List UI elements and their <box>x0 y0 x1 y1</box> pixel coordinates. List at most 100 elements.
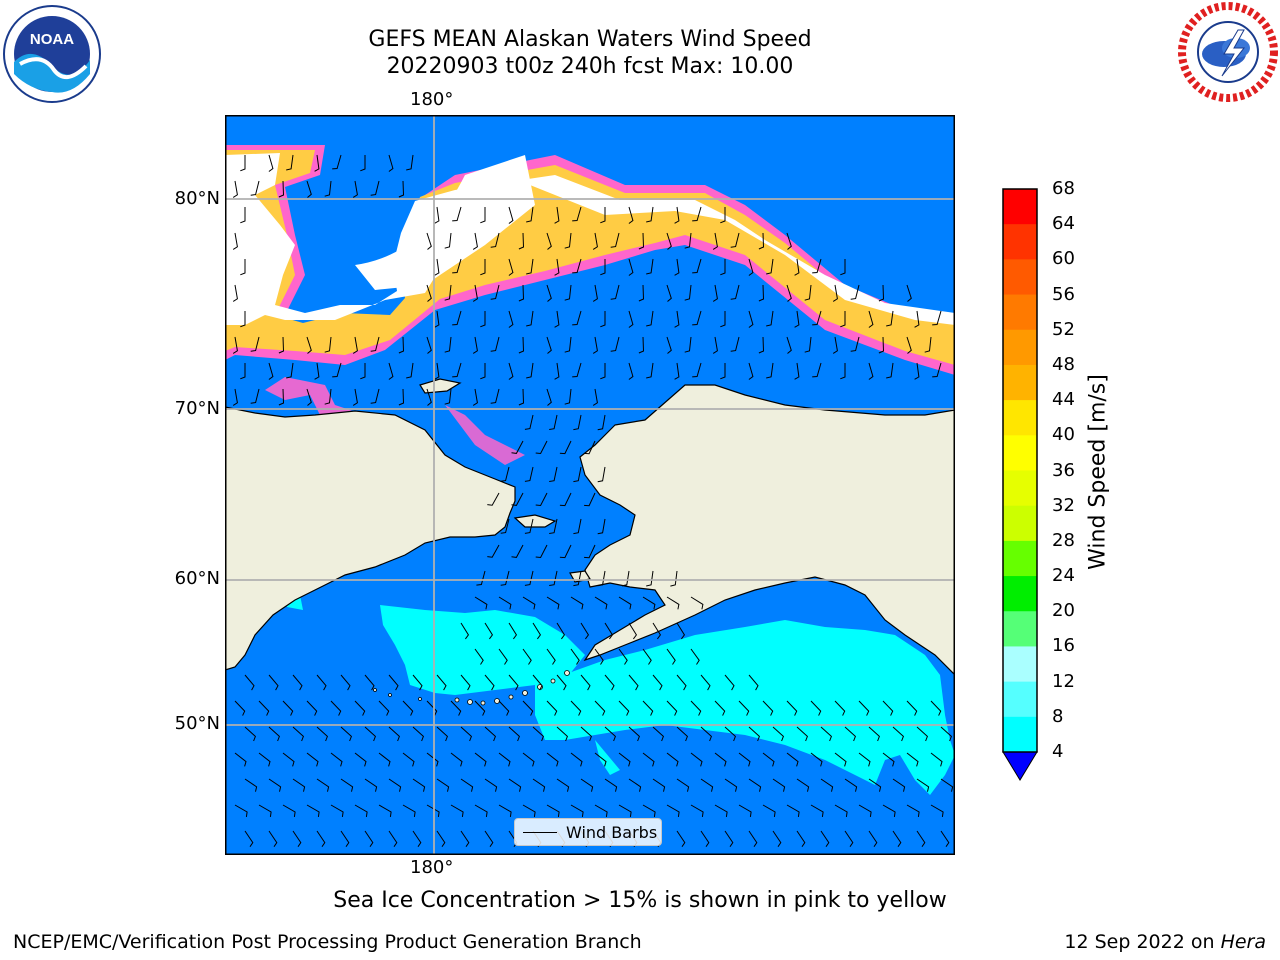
wind-barb <box>916 778 930 792</box>
wind-barb <box>597 518 606 535</box>
wind-barb <box>484 622 494 640</box>
wind-barb <box>638 232 645 250</box>
wind-barb <box>436 726 448 742</box>
wind-barb <box>674 258 680 276</box>
wind-barb <box>666 336 672 354</box>
colorbar-segment <box>1003 259 1037 296</box>
wind-barb <box>674 310 680 328</box>
legend-label: Wind Barbs <box>566 823 658 842</box>
wind-barb <box>810 700 822 716</box>
wind-barb <box>452 206 462 222</box>
wind-barb <box>306 804 320 817</box>
wind-barb <box>820 778 834 792</box>
wind-barb <box>556 622 566 640</box>
wind-barb <box>564 336 572 353</box>
wind-barb <box>556 726 568 742</box>
lon-label-top: 180° <box>410 89 454 110</box>
wind-barb <box>748 310 754 328</box>
wind-barb <box>882 804 896 817</box>
wind-barb <box>452 258 462 274</box>
wind-barb <box>628 726 640 742</box>
wind-barb <box>240 155 246 172</box>
wind-barb <box>906 700 918 716</box>
colorbar-tick-label: 44 <box>1052 389 1075 411</box>
wind-barb <box>332 154 342 170</box>
wind-barb <box>460 830 470 847</box>
wind-barb <box>762 752 775 767</box>
colorbar-tick-label: 52 <box>1052 318 1075 340</box>
wind-barb <box>786 752 799 767</box>
wind-barb <box>378 752 391 767</box>
wind-barb <box>234 700 246 716</box>
lat-label-80n: 80°N <box>174 188 220 209</box>
colorbar-segment <box>1003 294 1037 331</box>
wind-barb <box>724 778 738 792</box>
wind-barb <box>621 570 630 587</box>
wind-barb <box>882 700 894 716</box>
wind-barb <box>794 258 800 276</box>
wind-barb <box>628 206 634 224</box>
wind-barb <box>724 726 736 742</box>
wind-barb <box>522 752 535 767</box>
wind-barb <box>549 518 558 534</box>
wind-barb <box>250 180 260 196</box>
noaa-logo-text: NOAA <box>30 31 74 48</box>
wind-barb <box>314 362 320 380</box>
wind-barb <box>924 336 932 353</box>
wind-barb <box>508 206 514 224</box>
wind-barb <box>472 336 478 354</box>
wind-barb <box>487 544 500 558</box>
wind-barb <box>572 206 582 222</box>
wind-barb <box>738 804 752 817</box>
wind-barb <box>762 700 774 716</box>
wind-barb <box>932 362 942 378</box>
wind-barb <box>834 752 847 767</box>
wind-barb <box>532 674 543 691</box>
wind-barb <box>570 596 584 610</box>
wind-barb <box>868 778 882 792</box>
wind-barb <box>526 362 534 379</box>
wind-barb <box>840 259 846 276</box>
wind-barb <box>834 804 848 817</box>
wind-barb <box>628 622 638 640</box>
aleutian-islands <box>373 670 570 706</box>
wind-barb <box>786 700 798 716</box>
alaska-land <box>579 384 955 676</box>
footer-credit: NCEP/EMC/Verification Post Processing Pr… <box>13 931 642 953</box>
colorbar-segment <box>1003 364 1037 401</box>
wind-barb <box>720 207 726 224</box>
wind-barb <box>594 804 608 817</box>
colorbar-tick-label: 68 <box>1052 178 1075 199</box>
wind-barb <box>354 700 366 716</box>
wind-barb <box>676 830 686 847</box>
wind-barb <box>700 726 712 742</box>
wind-barb <box>498 596 512 610</box>
wind-barb <box>306 336 312 354</box>
wind-barb <box>526 206 534 223</box>
wind-barb <box>604 622 614 640</box>
wind-barb <box>402 700 414 716</box>
wind-barb <box>584 440 596 455</box>
wind-barb <box>444 336 452 353</box>
wind-barb <box>388 674 399 691</box>
wind-barb-legend-line <box>523 832 557 833</box>
wind-barb <box>850 336 860 352</box>
wind-barb <box>232 284 238 302</box>
wind-barb <box>666 804 680 817</box>
wind-barb <box>559 492 572 507</box>
wind-barb <box>412 726 424 742</box>
wind-barb <box>546 648 556 665</box>
wind-barb <box>436 830 446 847</box>
wind-barb <box>330 804 344 817</box>
wind-barb <box>522 804 536 817</box>
wind-barb <box>244 778 258 792</box>
wind-barb <box>594 596 608 610</box>
wind-barb <box>556 674 567 691</box>
st-lawrence-island <box>513 514 557 528</box>
wind-barb <box>524 518 534 534</box>
wind-barb <box>914 362 920 380</box>
colorbar-tick-label: 4 <box>1052 741 1064 762</box>
wind-barb <box>766 310 774 327</box>
wind-barb <box>278 180 285 198</box>
wind-barb <box>330 700 342 716</box>
